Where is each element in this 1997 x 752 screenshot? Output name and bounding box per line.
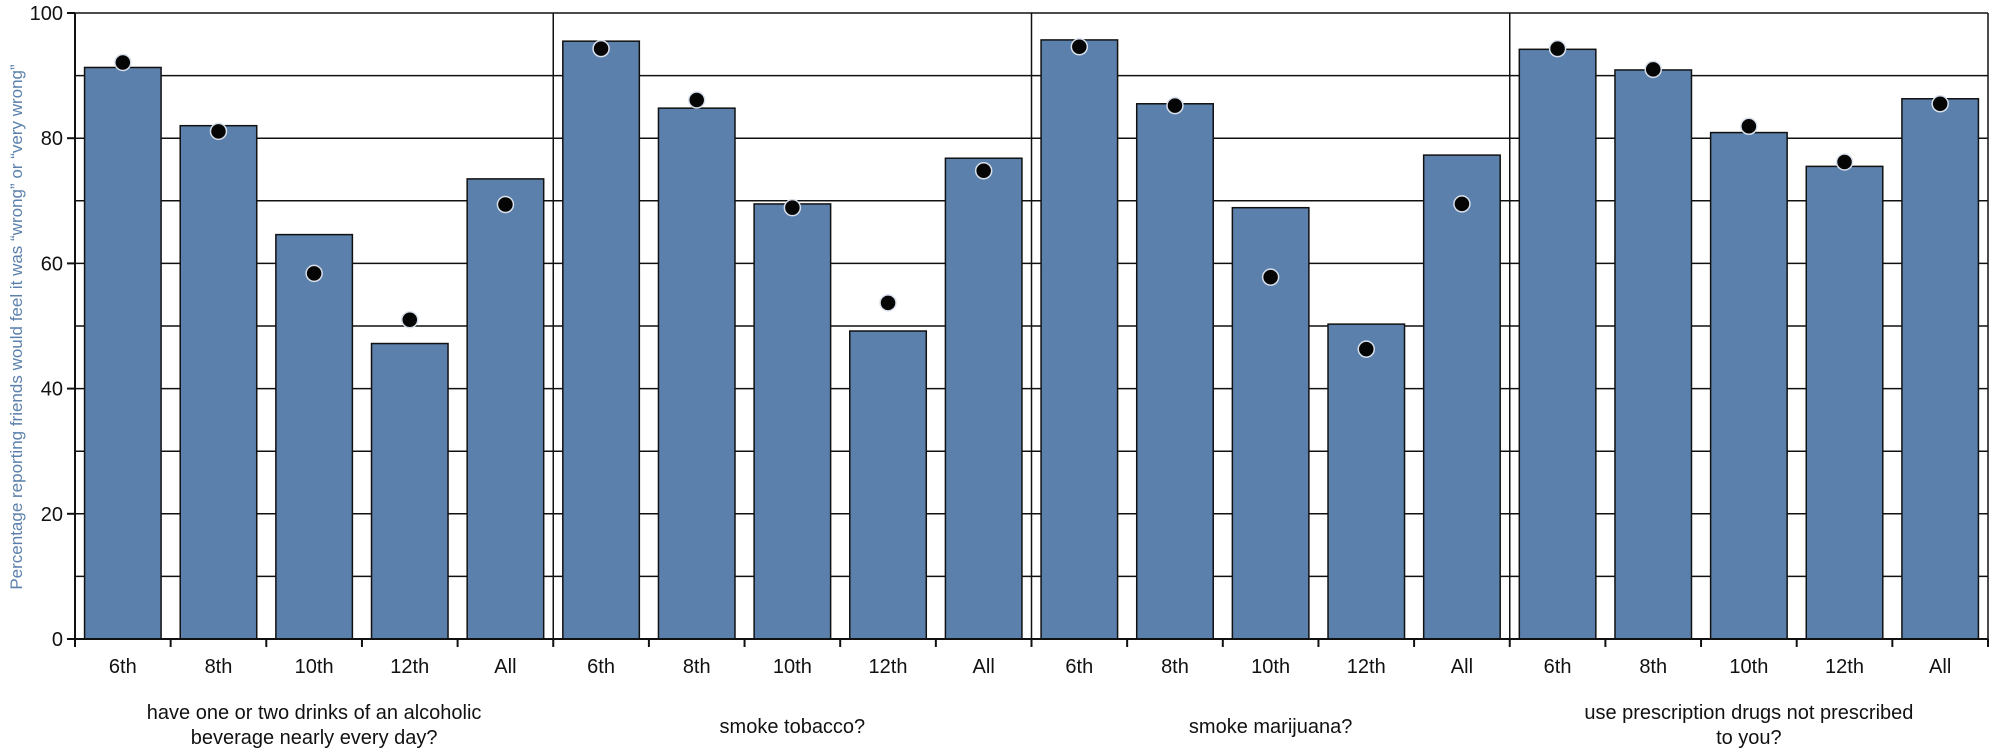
category-label: 6th [109, 656, 137, 678]
bars [83, 39, 1980, 640]
bar [466, 178, 545, 640]
category-label: All [1451, 656, 1473, 678]
point-marker [114, 53, 132, 72]
bar [1805, 165, 1884, 640]
bar [1614, 69, 1693, 640]
bar [370, 342, 449, 640]
point-marker [1166, 96, 1184, 115]
point-marker [687, 91, 706, 109]
category-label: 10th [1729, 656, 1768, 678]
bar [1901, 98, 1980, 640]
category-label: 10th [295, 656, 334, 678]
y-tick-label: 80 [41, 128, 63, 150]
point-marker [783, 198, 802, 217]
point-marker [209, 122, 228, 141]
category-label: All [1929, 656, 1951, 678]
bar [179, 124, 258, 640]
point-marker [1931, 95, 1949, 113]
bar [83, 66, 162, 640]
axes: 0 20 40 60 80 100 [30, 3, 1989, 651]
y-tick-label: 60 [41, 253, 63, 275]
point-marker [496, 195, 515, 214]
point-marker [974, 162, 993, 180]
y-tick-label: 100 [30, 3, 63, 25]
category-label: 12th [1347, 656, 1386, 678]
bar [1518, 48, 1597, 640]
group-label: smoke marijuana? [1189, 716, 1352, 738]
bar [1327, 323, 1406, 640]
category-label: All [973, 656, 995, 678]
category-label: 8th [205, 656, 233, 678]
category-label: 6th [587, 656, 615, 678]
bar [1422, 154, 1501, 640]
category-label: 12th [390, 656, 429, 678]
point-marker [401, 310, 419, 329]
points [114, 38, 1949, 358]
point-marker [1453, 195, 1471, 213]
y-tick-label: 20 [41, 504, 63, 526]
y-axis-label: Percentage reporting friends would feel … [7, 64, 26, 590]
category-label: 8th [1161, 656, 1189, 678]
category-label: All [494, 656, 516, 678]
category-label: 10th [1251, 656, 1290, 678]
bar [275, 233, 354, 640]
category-label: 6th [1544, 656, 1572, 678]
category-label: 12th [869, 656, 908, 678]
bar [753, 203, 832, 640]
gridlines [75, 12, 1989, 640]
group-label: have one or two drinks of an alcoholic [147, 702, 482, 724]
category-label: 6th [1065, 656, 1093, 678]
category-label: 12th [1825, 656, 1864, 678]
point-marker [879, 294, 897, 312]
group-label: smoke tobacco? [720, 716, 866, 738]
point-marker [305, 264, 323, 283]
group-label: use prescription drugs not prescribed [1584, 702, 1913, 724]
category-label: 10th [773, 656, 812, 678]
point-marker [1644, 60, 1662, 79]
bar [657, 107, 736, 640]
category-label: 8th [1639, 656, 1667, 678]
point-marker [1835, 153, 1854, 171]
bar [1040, 39, 1119, 640]
bar [1709, 131, 1788, 640]
group-label: to you? [1716, 727, 1782, 749]
category-label: 8th [683, 656, 711, 678]
group-label: beverage nearly every day? [191, 727, 438, 749]
labels: 6th 8th 10th 12th All have one or two drinks … [109, 656, 1951, 749]
point-marker [1261, 268, 1280, 286]
point-marker [1740, 117, 1758, 136]
bar [944, 157, 1023, 640]
bar [849, 330, 928, 640]
y-tick-label: 40 [41, 379, 63, 401]
point-marker [1357, 340, 1376, 358]
bar [562, 40, 641, 640]
bar [1135, 103, 1214, 640]
point-marker [1548, 39, 1567, 58]
point-marker [592, 39, 610, 58]
y-tick-label: 0 [52, 629, 63, 651]
point-marker [1070, 38, 1089, 56]
